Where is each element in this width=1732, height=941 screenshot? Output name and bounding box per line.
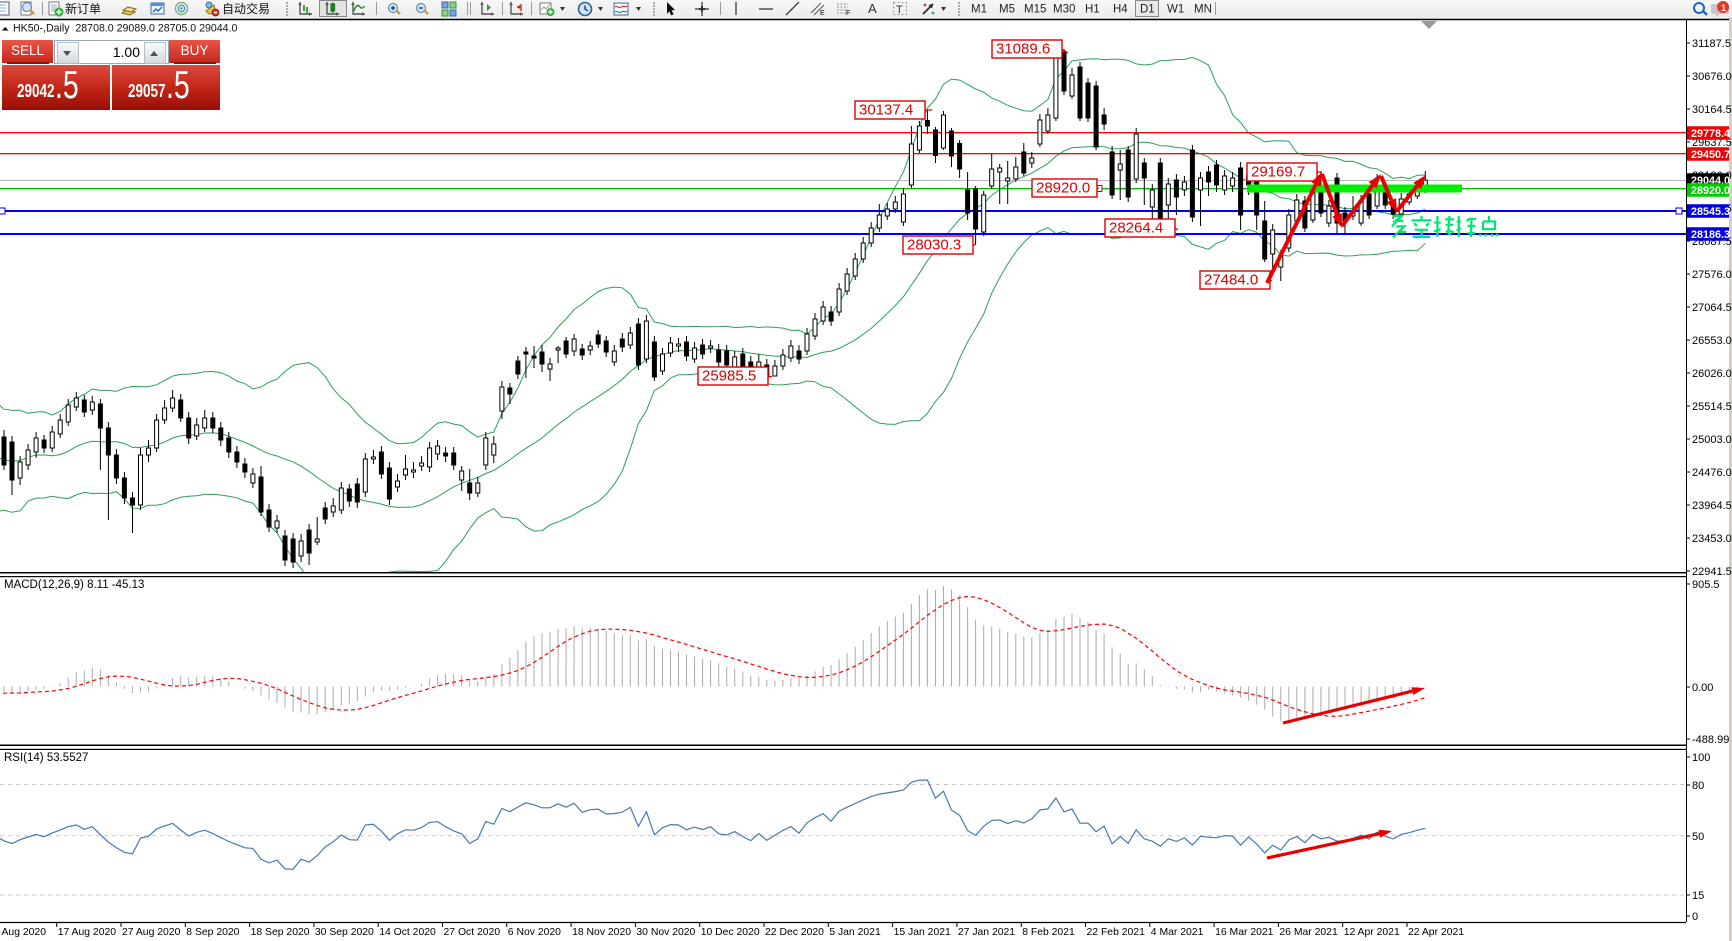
svg-text:30 Sep 2020: 30 Sep 2020	[315, 927, 374, 938]
svg-text:29778.4: 29778.4	[1691, 128, 1730, 140]
svg-text:0: 0	[1692, 911, 1698, 923]
svg-text:14 Oct 2020: 14 Oct 2020	[379, 927, 436, 938]
svg-text:30137.4: 30137.4	[859, 102, 913, 119]
svg-text:28030.3: 28030.3	[907, 237, 961, 254]
svg-text:25003.0: 25003.0	[1692, 434, 1732, 446]
svg-text:22 Apr 2021: 22 Apr 2021	[1408, 927, 1464, 938]
svg-text:29450.7: 29450.7	[1691, 149, 1730, 161]
svg-text:-488.99: -488.99	[1692, 734, 1729, 746]
svg-text:T: T	[896, 4, 903, 16]
svg-text:28920.0: 28920.0	[1691, 185, 1730, 197]
svg-text:22 Feb 2021: 22 Feb 2021	[1087, 927, 1146, 938]
svg-text:27 Aug 2020: 27 Aug 2020	[122, 927, 181, 938]
svg-text:RSI(14) 53.5527: RSI(14) 53.5527	[4, 752, 88, 764]
svg-text:5 Jan 2021: 5 Jan 2021	[829, 927, 881, 938]
svg-text:D1: D1	[1140, 4, 1155, 16]
svg-text:5 Aug 2020: 5 Aug 2020	[0, 927, 46, 938]
svg-text:31089.6: 31089.6	[996, 41, 1050, 58]
svg-text:M15: M15	[1024, 4, 1046, 16]
svg-text:15 Jan 2021: 15 Jan 2021	[894, 927, 951, 938]
svg-text:6 Nov 2020: 6 Nov 2020	[508, 927, 561, 938]
svg-text:8 Sep 2020: 8 Sep 2020	[186, 927, 239, 938]
svg-text:27064.5: 27064.5	[1692, 302, 1732, 314]
svg-text:M5: M5	[999, 4, 1015, 16]
svg-text:27576.0: 27576.0	[1692, 269, 1732, 281]
svg-text:27 Jan 2021: 27 Jan 2021	[958, 927, 1015, 938]
svg-text:1: 1	[1721, 3, 1726, 13]
svg-text:905.5: 905.5	[1692, 579, 1720, 591]
svg-text:W1: W1	[1167, 4, 1184, 16]
svg-text:22941.5: 22941.5	[1692, 566, 1732, 578]
svg-text:F: F	[846, 10, 850, 17]
svg-text:50: 50	[1692, 831, 1704, 843]
svg-text:A: A	[868, 1, 877, 16]
svg-text:18 Nov 2020: 18 Nov 2020	[572, 927, 631, 938]
svg-text:29169.7: 29169.7	[1251, 164, 1305, 181]
svg-text:MACD(12,26,9) 8.11 -45.13: MACD(12,26,9) 8.11 -45.13	[4, 579, 144, 591]
svg-text:10 Dec 2020: 10 Dec 2020	[701, 927, 760, 938]
svg-text:17 Aug 2020: 17 Aug 2020	[58, 927, 117, 938]
svg-text:16 Mar 2021: 16 Mar 2021	[1215, 927, 1274, 938]
svg-text:12 Apr 2021: 12 Apr 2021	[1344, 927, 1400, 938]
svg-text:30 Nov 2020: 30 Nov 2020	[636, 927, 695, 938]
svg-text:28920.0: 28920.0	[1036, 180, 1090, 197]
svg-text:28186.3: 28186.3	[1691, 229, 1730, 241]
svg-text:30164.5: 30164.5	[1692, 104, 1732, 116]
svg-text:4 Mar 2021: 4 Mar 2021	[1151, 927, 1204, 938]
svg-text:24476.0: 24476.0	[1692, 467, 1732, 479]
svg-text:25514.5: 25514.5	[1692, 401, 1732, 413]
svg-text:28264.4: 28264.4	[1109, 220, 1163, 237]
svg-text:HK50-,Daily 28708.0 29089.0 2: HK50-,Daily 28708.0 29089.0 28705.0 2904…	[13, 23, 238, 35]
svg-text:18 Sep 2020: 18 Sep 2020	[251, 927, 310, 938]
svg-text:30676.0: 30676.0	[1692, 71, 1732, 83]
svg-text:29637.5: 29637.5	[1692, 137, 1732, 149]
svg-text:100: 100	[1692, 752, 1710, 764]
svg-text:MN: MN	[1194, 4, 1212, 16]
svg-text:H1: H1	[1085, 4, 1100, 16]
svg-text:自动交易: 自动交易	[222, 1, 270, 16]
svg-text:M30: M30	[1053, 4, 1075, 16]
svg-text:31187.5: 31187.5	[1692, 38, 1731, 50]
svg-text:15: 15	[1692, 890, 1704, 902]
svg-text:22 Dec 2020: 22 Dec 2020	[765, 927, 824, 938]
svg-text:27484.0: 27484.0	[1204, 272, 1258, 289]
svg-text:26553.0: 26553.0	[1692, 335, 1732, 347]
svg-text:80: 80	[1692, 780, 1704, 792]
svg-text:27 Oct 2020: 27 Oct 2020	[444, 927, 501, 938]
svg-text:23453.0: 23453.0	[1692, 533, 1732, 545]
svg-text:0.00: 0.00	[1692, 682, 1713, 694]
svg-text:8 Feb 2021: 8 Feb 2021	[1022, 927, 1075, 938]
svg-text:E: E	[820, 10, 825, 17]
svg-text:新订单: 新订单	[65, 1, 101, 16]
svg-text:H4: H4	[1113, 4, 1128, 16]
svg-text:26026.0: 26026.0	[1692, 368, 1732, 380]
svg-text:28545.3: 28545.3	[1691, 206, 1730, 218]
svg-text:25985.5: 25985.5	[702, 368, 756, 385]
svg-text:23964.5: 23964.5	[1692, 500, 1732, 512]
svg-text:M1: M1	[971, 4, 987, 16]
svg-text:26 Mar 2021: 26 Mar 2021	[1279, 927, 1338, 938]
